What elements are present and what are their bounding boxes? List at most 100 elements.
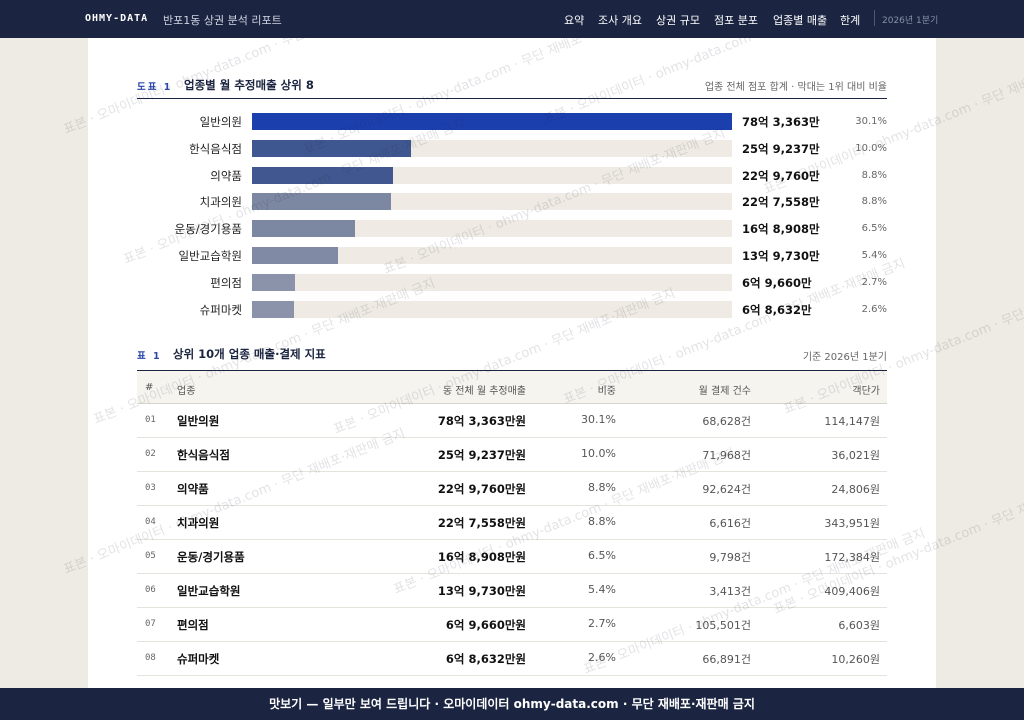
table-header: 동 전체 월 추정매출 bbox=[442, 386, 526, 397]
table-header: 월 결제 건수 bbox=[698, 386, 751, 397]
bar-track bbox=[252, 139, 732, 157]
value-label: 13억 9,730만 bbox=[742, 249, 820, 263]
table-cell: 22억 7,558만원 bbox=[437, 516, 526, 530]
bar-track bbox=[252, 273, 732, 291]
footer-bar: 맛보기 — 일부만 보여 드립니다 · 오마이데이터 ohmy-data.com… bbox=[0, 688, 1024, 720]
value-label: 6억 8,632만 bbox=[742, 302, 812, 317]
row-line bbox=[137, 641, 887, 642]
table-cell: 68,628건 bbox=[702, 415, 751, 428]
table-cell: 2.7% bbox=[588, 617, 616, 630]
value-label: 22억 7,558만 bbox=[742, 195, 820, 210]
nav-link[interactable]: 업종별 매출 bbox=[773, 14, 828, 27]
bar-track bbox=[252, 113, 732, 130]
table-cell: 36,021원 bbox=[831, 449, 880, 462]
table-cell: 일반교습학원 bbox=[177, 584, 241, 598]
table-cell: 25억 9,237만원 bbox=[437, 448, 526, 462]
table-label: 표 1 bbox=[137, 351, 162, 362]
table-cell: 343,951원 bbox=[824, 517, 880, 530]
share-label: 30.1% bbox=[855, 116, 887, 127]
table-cell: 07 bbox=[145, 619, 156, 629]
table-cell: 슈퍼마켓 bbox=[177, 652, 220, 666]
bar bbox=[252, 220, 356, 238]
value-label: 16억 8,908만 bbox=[742, 222, 820, 237]
bar bbox=[252, 193, 392, 211]
nav-link[interactable]: 조사 개요 bbox=[598, 14, 642, 27]
table-cell: 13억 9,730만원 bbox=[437, 584, 526, 598]
table-cell: 의약품 bbox=[177, 482, 209, 496]
row-line bbox=[137, 505, 887, 506]
bar-track bbox=[252, 247, 732, 264]
table-cell: 6.5% bbox=[588, 549, 616, 562]
rule bbox=[137, 98, 887, 99]
period: 2026년 1분기 bbox=[882, 16, 939, 26]
category-label: 슈퍼마켓 bbox=[199, 302, 242, 317]
value-label: 6억 9,660만 bbox=[742, 275, 812, 290]
share-label: 8.8% bbox=[861, 196, 887, 208]
row-line bbox=[137, 607, 887, 608]
table-head-bg bbox=[137, 370, 887, 404]
table-cell: 24,806원 bbox=[831, 483, 880, 496]
category-label: 한식음식점 bbox=[189, 141, 242, 156]
nav-link[interactable]: 점포 분포 bbox=[714, 14, 758, 27]
table-cell: 8.8% bbox=[588, 515, 616, 528]
bar-track bbox=[252, 193, 732, 211]
table-note: 기준 2026년 1분기 bbox=[802, 352, 887, 363]
table-header: # bbox=[145, 382, 154, 393]
table-cell: 운동/경기용품 bbox=[177, 550, 245, 564]
row-line bbox=[137, 437, 887, 438]
figure-label: 도표 1 bbox=[137, 82, 173, 93]
row-line bbox=[137, 539, 887, 540]
bar bbox=[252, 113, 732, 130]
share-label: 5.4% bbox=[861, 250, 887, 261]
table-cell: 6억 9,660만원 bbox=[445, 618, 526, 632]
nav-link[interactable]: 상권 규모 bbox=[656, 14, 700, 27]
table-cell: 78억 3,363만원 bbox=[437, 414, 526, 428]
table-header: 비중 bbox=[597, 386, 616, 397]
table-cell: 8.8% bbox=[588, 481, 616, 494]
chart-subtitle: 업종 전체 점포 합계 · 막대는 1위 대비 비율 bbox=[704, 82, 887, 93]
nav-link[interactable]: 요약 bbox=[564, 14, 585, 27]
table-cell: 6,616건 bbox=[709, 517, 751, 530]
table-cell: 66,891건 bbox=[702, 653, 751, 666]
table-header: 업종 bbox=[177, 386, 196, 397]
table-cell: 5.4% bbox=[588, 583, 616, 596]
value-label: 22억 9,760만 bbox=[742, 168, 820, 183]
category-label: 일반교습학원 bbox=[178, 249, 242, 263]
table-cell: 05 bbox=[145, 551, 156, 561]
category-label: 치과의원 bbox=[199, 195, 242, 210]
bar-track bbox=[252, 166, 732, 184]
table-cell: 71,968건 bbox=[702, 449, 751, 462]
bar-track bbox=[252, 220, 732, 238]
category-label: 편의점 bbox=[210, 275, 242, 290]
category-label: 의약품 bbox=[210, 168, 242, 183]
table-cell: 9,798건 bbox=[709, 551, 751, 564]
table-cell: 22억 9,760만원 bbox=[437, 482, 526, 496]
bar bbox=[252, 247, 338, 264]
table-cell: 04 bbox=[145, 517, 156, 527]
brand[interactable]: OHMY-DATA bbox=[85, 13, 149, 24]
table-header: 객단가 bbox=[852, 386, 880, 397]
table-cell: 16억 8,908만원 bbox=[437, 550, 526, 564]
bar bbox=[252, 300, 295, 318]
table-cell: 10,260원 bbox=[831, 653, 880, 666]
table-cell: 치과의원 bbox=[177, 516, 220, 530]
table-cell: 일반의원 bbox=[177, 414, 220, 428]
category-label: 일반의원 bbox=[199, 115, 242, 129]
table-cell: 08 bbox=[145, 653, 156, 663]
bar bbox=[252, 166, 393, 184]
bar bbox=[252, 273, 295, 291]
row-line bbox=[137, 675, 887, 676]
table-cell: 105,501건 bbox=[695, 619, 751, 632]
share-label: 10.0% bbox=[855, 142, 887, 154]
chart-title: 업종별 월 추정매출 상위 8 bbox=[184, 78, 314, 92]
table-cell: 114,147원 bbox=[824, 415, 880, 428]
table-cell: 30.1% bbox=[581, 413, 616, 426]
table-cell: 92,624건 bbox=[702, 483, 751, 496]
nav-link[interactable]: 한계 bbox=[840, 14, 861, 27]
table-cell: 172,384원 bbox=[824, 551, 880, 564]
table-cell: 편의점 bbox=[177, 618, 209, 632]
table-cell: 01 bbox=[145, 415, 156, 425]
share-label: 2.6% bbox=[861, 303, 887, 315]
table-cell: 02 bbox=[145, 449, 156, 459]
